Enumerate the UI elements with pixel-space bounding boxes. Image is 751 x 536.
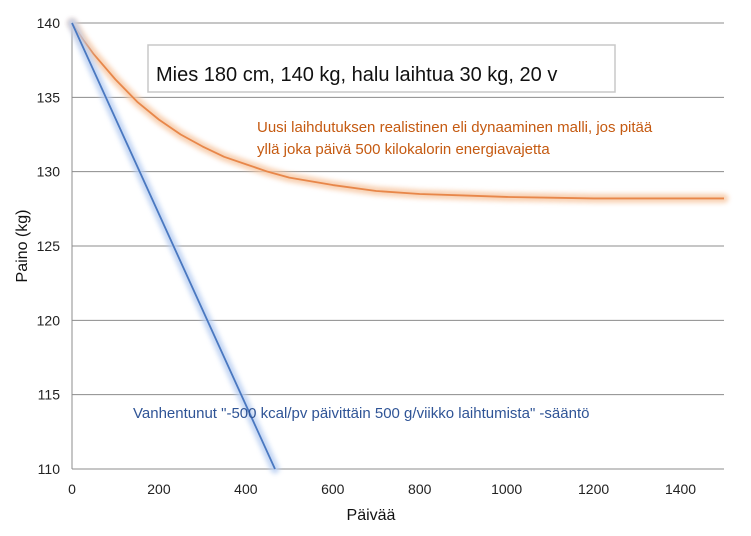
x-tick-label: 600 bbox=[321, 481, 345, 497]
series-dynamic-model-line bbox=[71, 22, 724, 200]
y-tick-label: 115 bbox=[38, 387, 61, 403]
grid-lines bbox=[71, 22, 724, 470]
x-axis-title: Päivää bbox=[347, 507, 396, 524]
dynamic-model-annotation-line2: yllä joka päivä 500 kilokalorin energiav… bbox=[257, 141, 550, 158]
series-old-rule-line bbox=[71, 22, 276, 470]
title-box bbox=[147, 44, 616, 93]
y-axis-title: Paino (kg) bbox=[14, 210, 31, 283]
y-tick-label: 135 bbox=[37, 89, 61, 105]
y-tick-label: 110 bbox=[38, 461, 61, 477]
series-lines bbox=[67, 18, 729, 474]
y-tick-label: 130 bbox=[37, 164, 61, 180]
x-tick-label: 1400 bbox=[665, 481, 696, 497]
x-tick-label: 200 bbox=[147, 481, 171, 497]
x-tick-label: 1000 bbox=[491, 481, 522, 497]
old-rule-annotation: Vanhentunut "-500 kcal/pv päivittäin 500… bbox=[133, 405, 589, 422]
y-tick-label: 125 bbox=[37, 238, 61, 254]
y-tick-label: 140 bbox=[37, 15, 61, 31]
x-tick-labels: 0 200 400 600 800 1000 1200 1400 bbox=[68, 481, 696, 497]
y-tick-label: 120 bbox=[37, 312, 61, 328]
chart-title: Mies 180 cm, 140 kg, halu laihtua 30 kg,… bbox=[156, 64, 557, 86]
x-tick-label: 0 bbox=[68, 481, 76, 497]
x-tick-label: 800 bbox=[408, 481, 432, 497]
y-tick-labels: 110 115 120 125 130 135 140 bbox=[37, 15, 61, 477]
x-tick-label: 400 bbox=[234, 481, 258, 497]
x-tick-label: 1200 bbox=[578, 481, 609, 497]
dynamic-model-annotation-line1: Uusi laihdutuksen realistinen eli dynaam… bbox=[257, 119, 653, 136]
